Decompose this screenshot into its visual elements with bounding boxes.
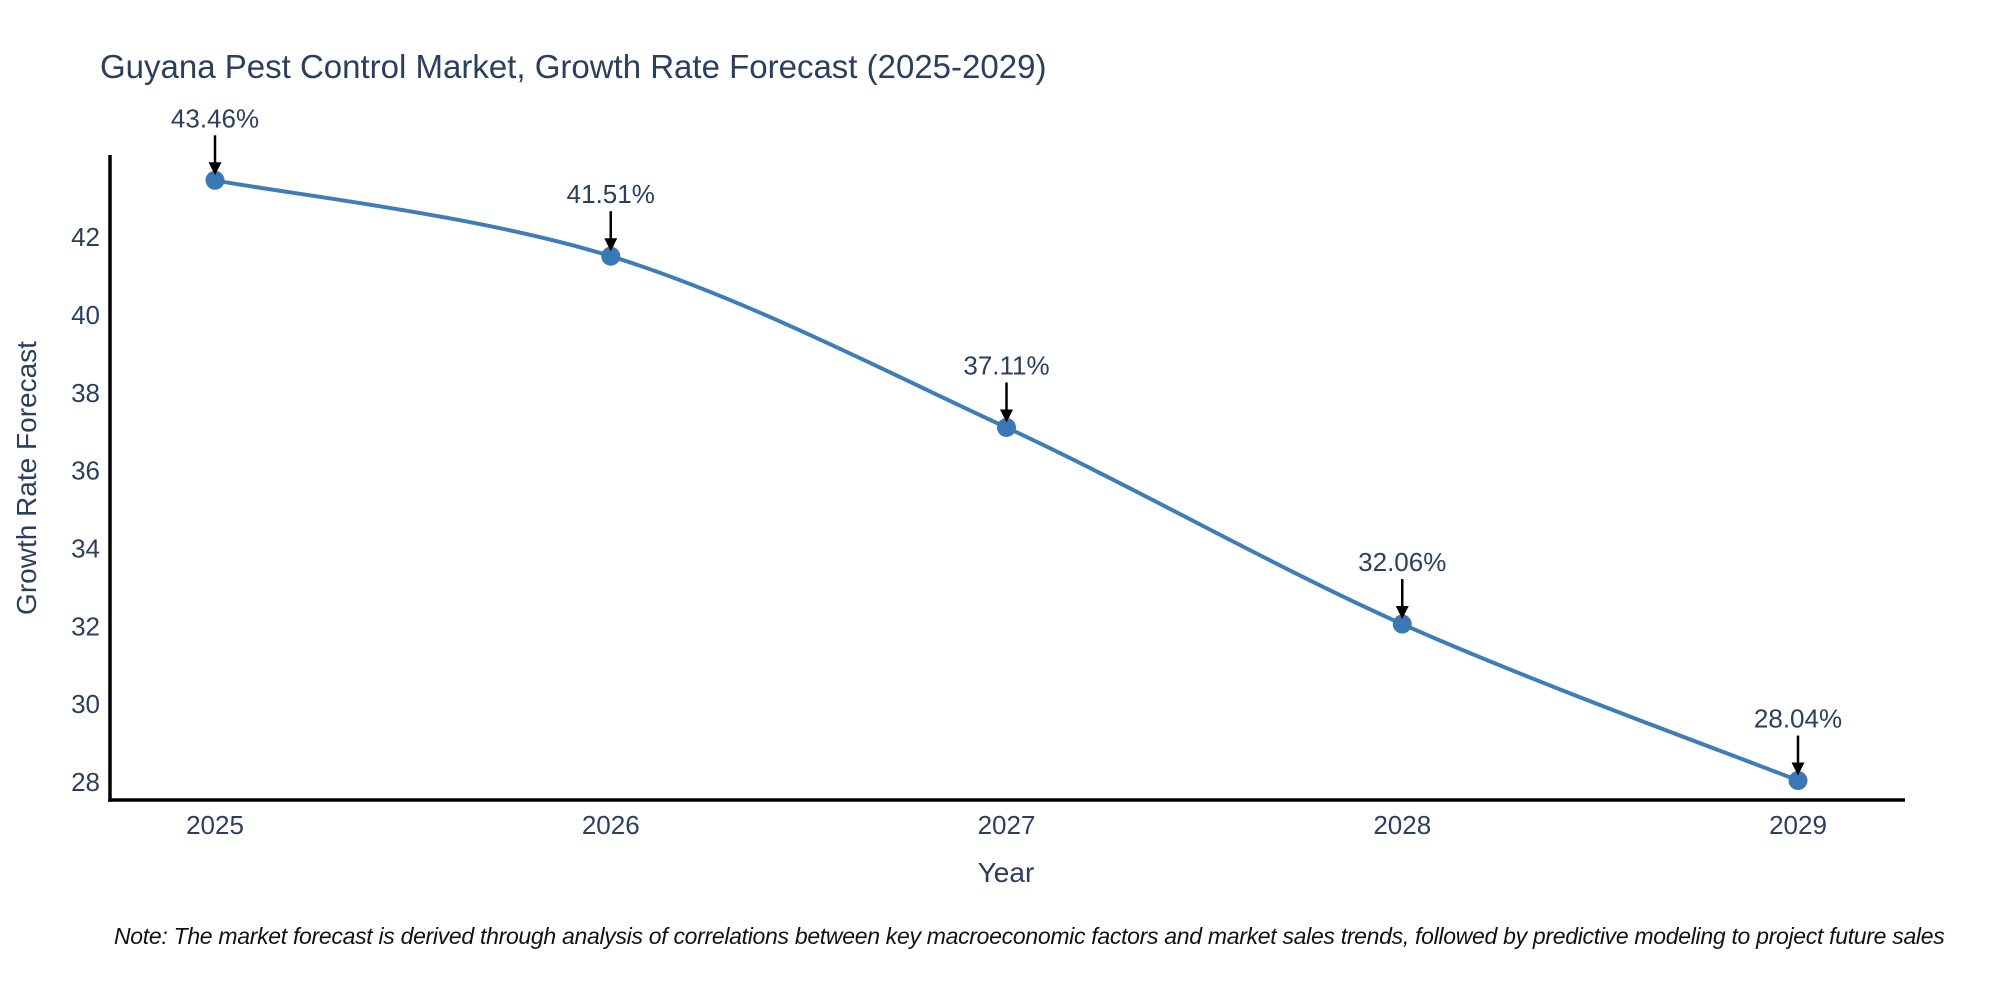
- y-tick-label: 38: [71, 378, 100, 408]
- point-annotation-label: 32.06%: [1358, 547, 1446, 577]
- x-tick-label: 2028: [1373, 810, 1431, 840]
- chart-title: Guyana Pest Control Market, Growth Rate …: [100, 48, 1046, 85]
- y-tick-label: 40: [71, 300, 100, 330]
- y-tick-label: 30: [71, 689, 100, 719]
- x-tick-label: 2025: [186, 810, 244, 840]
- x-tick-label: 2026: [582, 810, 640, 840]
- x-tick-label: 2029: [1769, 810, 1827, 840]
- data-point[interactable]: [601, 246, 621, 266]
- annotation-arrowhead: [1000, 409, 1013, 423]
- x-axis-title: Year: [978, 857, 1035, 888]
- data-point[interactable]: [205, 170, 225, 190]
- annotation-arrowhead: [1395, 606, 1409, 620]
- annotation-arrowhead: [1791, 762, 1805, 776]
- annotation-arrowhead: [604, 238, 618, 252]
- point-annotation-label: 37.11%: [963, 350, 1049, 380]
- point-annotation-label: 43.46%: [171, 103, 259, 133]
- y-tick-label: 34: [71, 534, 100, 564]
- y-tick-label: 36: [71, 456, 100, 486]
- annotation-arrowhead: [208, 162, 222, 176]
- data-point[interactable]: [1788, 771, 1808, 791]
- series-line: [213, 178, 1800, 783]
- data-point[interactable]: [997, 417, 1016, 437]
- y-tick-label: 28: [71, 767, 100, 797]
- footnote: Note: The market forecast is derived thr…: [114, 923, 1945, 949]
- data-point[interactable]: [1392, 614, 1412, 634]
- y-tick-label: 32: [71, 611, 100, 641]
- x-tick-label: 2027: [978, 810, 1036, 840]
- y-axis-title: Growth Rate Forecast: [11, 341, 42, 615]
- plot-area: 28 30 32 34 36 38 40 42 2025 2026 2027 2028 2029 43.4…: [71, 103, 1905, 840]
- point-annotation-label: 41.51%: [567, 179, 655, 209]
- point-annotation-label: 28.04%: [1754, 704, 1842, 734]
- y-tick-label: 42: [71, 222, 100, 252]
